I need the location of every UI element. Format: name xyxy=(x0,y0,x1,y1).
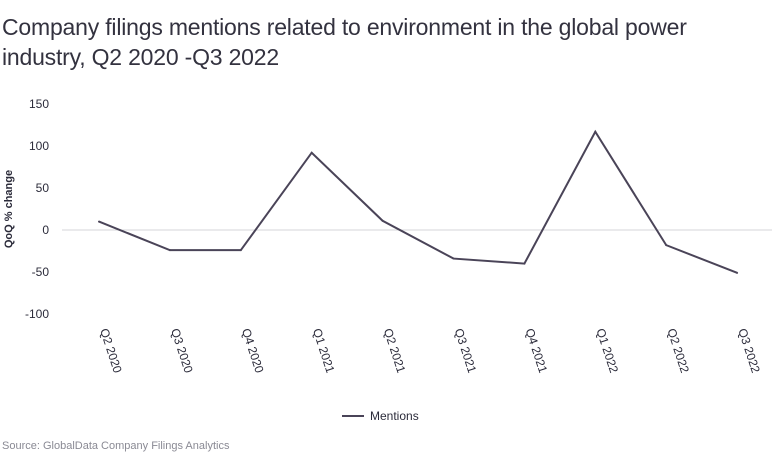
y-tick-label: -50 xyxy=(32,265,50,279)
data-point xyxy=(168,249,171,252)
x-tick-label: Q4 2021 xyxy=(523,327,551,375)
data-point xyxy=(239,249,242,252)
y-axis-label: QoQ % change xyxy=(3,170,15,248)
data-point xyxy=(452,257,455,260)
x-tick-label: Q2 2022 xyxy=(664,327,692,375)
data-point xyxy=(523,262,526,265)
legend-swatch-mentions xyxy=(342,415,364,417)
data-point xyxy=(381,219,384,222)
series-line-mentions xyxy=(98,129,738,274)
x-tick-label: Q3 2022 xyxy=(735,327,763,375)
y-tick-label: 100 xyxy=(29,139,49,153)
y-tick-label: 50 xyxy=(36,181,50,195)
x-tick-label: Q1 2022 xyxy=(593,327,621,375)
source-note: Source: GlobalData Company Filings Analy… xyxy=(2,440,230,452)
chart-title: Company filings mentions related to envi… xyxy=(2,14,687,70)
x-tick-label: Q1 2021 xyxy=(310,327,338,375)
x-tick-label: Q2 2020 xyxy=(97,327,125,375)
legend: Mentions xyxy=(342,409,419,423)
legend-label-mentions: Mentions xyxy=(370,409,419,423)
data-point xyxy=(594,130,597,133)
data-point xyxy=(665,244,668,247)
x-tick-label: Q4 2020 xyxy=(239,327,267,375)
x-tick-label: Q2 2021 xyxy=(381,327,409,375)
data-point xyxy=(736,271,739,274)
x-tick-label: Q3 2021 xyxy=(452,327,480,375)
y-tick-label: 0 xyxy=(42,223,49,237)
x-tick-label: Q3 2020 xyxy=(168,327,196,375)
y-tick-label: -100 xyxy=(25,307,49,321)
data-point xyxy=(310,151,313,154)
data-point xyxy=(98,220,100,223)
y-tick-label: 150 xyxy=(29,97,49,111)
